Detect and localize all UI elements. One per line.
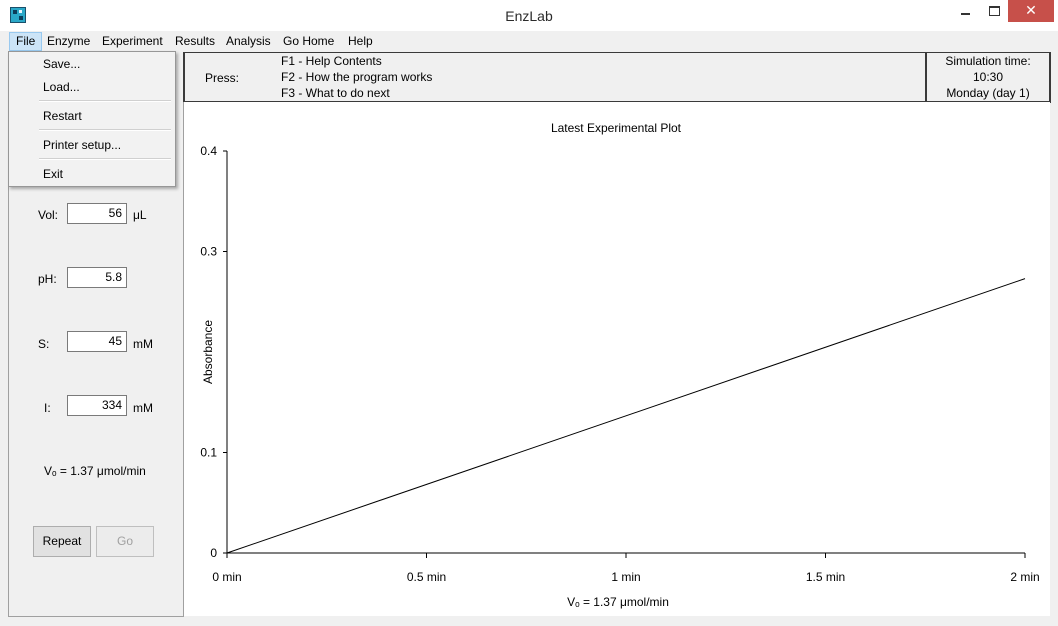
plot-area: Latest Experimental Plot Absorbance Vₒ =…: [183, 102, 1050, 616]
inhibitor-input[interactable]: 334: [67, 395, 127, 416]
substrate-unit: mM: [133, 337, 153, 351]
menu-item-load[interactable]: Load...: [43, 80, 80, 94]
menu-go-home[interactable]: Go Home: [283, 34, 335, 48]
press-label: Press:: [205, 71, 240, 85]
x-tick-label: 1.5 min: [806, 570, 845, 584]
maximize-button[interactable]: [980, 0, 1008, 22]
go-button[interactable]: Go: [96, 526, 154, 557]
menu-help[interactable]: Help: [348, 34, 373, 48]
x-tick-label: 2 min: [1010, 570, 1039, 584]
substrate-label: S:: [38, 337, 50, 351]
x-tick-label: 1 min: [611, 570, 640, 584]
menu-separator: [39, 100, 171, 102]
menu-item-printer-setup[interactable]: Printer setup...: [43, 138, 122, 152]
substrate-input[interactable]: 45: [67, 331, 127, 352]
file-menu-dropdown: Save... Load... Restart Printer setup...…: [8, 51, 176, 187]
x-tick-label: 0 min: [212, 570, 241, 584]
simulation-time-panel: Simulation time: 10:30 Monday (day 1): [925, 52, 1051, 103]
menu-bar: File Enzyme Experiment Results Analysis …: [0, 31, 1058, 51]
repeat-button[interactable]: Repeat: [33, 526, 91, 557]
menu-analysis[interactable]: Analysis: [226, 34, 271, 48]
window-title: EnzLab: [505, 8, 553, 24]
vol-unit: μL: [133, 208, 147, 222]
help-line-f2: F2 - How the program works: [281, 70, 433, 84]
inhibitor-label: I:: [44, 401, 51, 415]
absorbance-chart: Latest Experimental Plot Absorbance Vₒ =…: [200, 121, 1039, 609]
initial-velocity-readout: Vₒ = 1.37 μmol/min: [44, 464, 146, 478]
x-tick-label: 0.5 min: [407, 570, 446, 584]
y-tick-label: 0.3: [200, 245, 217, 259]
vol-input[interactable]: 56: [67, 203, 127, 224]
ph-label: pH:: [38, 272, 57, 286]
menu-separator: [39, 158, 171, 160]
absorbance-series-line: [226, 278, 1026, 554]
app-icon: [10, 7, 26, 23]
vol-label: Vol:: [38, 208, 59, 222]
menu-file[interactable]: File: [9, 32, 43, 51]
menu-experiment[interactable]: Experiment: [102, 34, 163, 48]
minimize-icon: [960, 13, 970, 15]
help-panel: Press: F1 - Help Contents F2 - How the p…: [183, 52, 927, 103]
menu-item-exit[interactable]: Exit: [43, 167, 64, 181]
help-line-f1: F1 - Help Contents: [281, 54, 382, 68]
y-axis-label: Absorbance: [201, 320, 215, 384]
simulation-day: Monday (day 1): [946, 86, 1030, 100]
y-tick-label: 0.4: [200, 144, 217, 158]
chart-title: Latest Experimental Plot: [551, 121, 682, 135]
simulation-time-label: Simulation time:: [945, 54, 1031, 68]
menu-item-restart[interactable]: Restart: [43, 109, 82, 123]
menu-separator: [39, 129, 171, 131]
inhibitor-unit: mM: [133, 401, 153, 415]
simulation-time-value: 10:30: [972, 70, 1004, 84]
menu-results[interactable]: Results: [175, 34, 216, 48]
minimize-button[interactable]: [950, 0, 980, 22]
y-tick-label: 0.1: [200, 446, 217, 460]
menu-enzyme[interactable]: Enzyme: [47, 34, 91, 48]
help-line-f3: F3 - What to do next: [281, 86, 390, 100]
title-bar: EnzLab ✕: [0, 0, 1058, 31]
maximize-icon: [988, 6, 1000, 16]
x-axis-label: Vₒ = 1.37 μmol/min: [567, 595, 669, 609]
close-icon: ✕: [1025, 2, 1037, 18]
menu-item-save[interactable]: Save...: [43, 57, 81, 71]
y-tick-label: 0: [210, 546, 217, 560]
close-button[interactable]: ✕: [1008, 0, 1054, 22]
ph-input[interactable]: 5.8: [67, 267, 127, 288]
